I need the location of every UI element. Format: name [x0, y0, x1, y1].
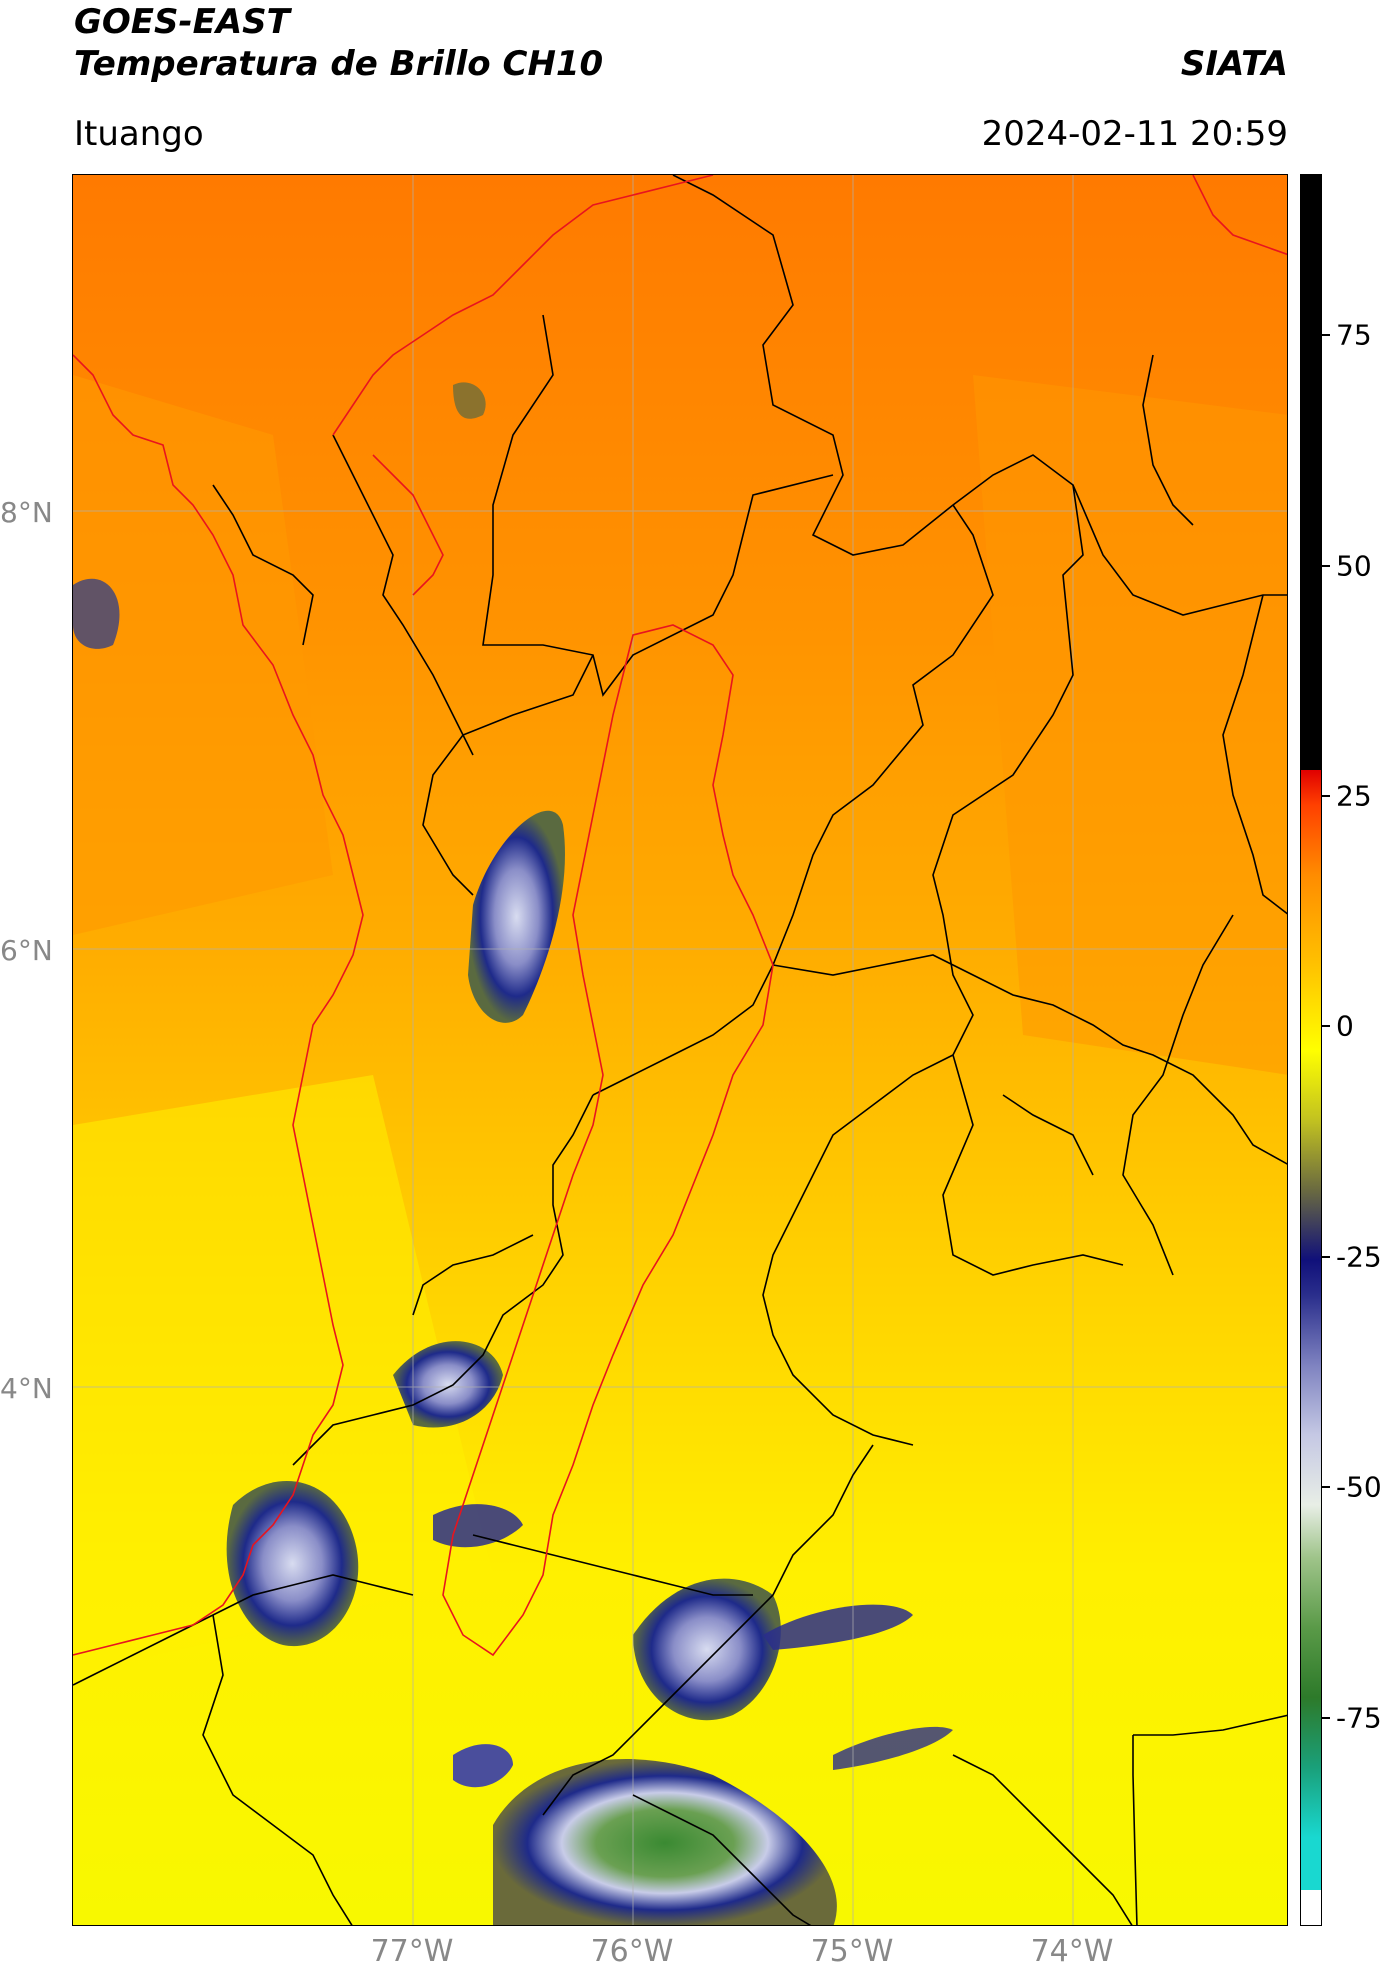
department-borders: [73, 175, 1287, 1925]
colorbar-label-neg50: -50: [1336, 1470, 1382, 1504]
temperature-colorbar: [1300, 174, 1322, 1926]
product-title: Temperatura de Brillo CH10: [74, 44, 604, 84]
colorbar-tick: [1322, 795, 1330, 797]
cloud-cell: [73, 578, 120, 649]
colorbar-tick: [1322, 334, 1330, 336]
satellite-map: [72, 174, 1288, 1926]
ituango-basin-outline: [442, 624, 774, 1657]
lon-label-74w: 74°W: [1030, 1934, 1114, 1969]
colorbar-tick: [1322, 1717, 1330, 1719]
cloud-cell: [763, 1604, 913, 1650]
colorbar-label-25: 25: [1336, 779, 1372, 813]
cloud-cell: [226, 1481, 359, 1647]
brightness-temperature-field: [73, 175, 1287, 1925]
cloud-cell: [633, 1578, 781, 1721]
colorbar-label-neg25: -25: [1336, 1240, 1382, 1274]
colorbar-tick: [1322, 565, 1330, 567]
cloud-cell: [833, 1726, 953, 1770]
cloud-cell: [493, 1759, 837, 1925]
colorbar-label-neg75: -75: [1336, 1701, 1382, 1735]
colorbar-label-0: 0: [1336, 1009, 1354, 1043]
graticule: [73, 175, 1287, 1925]
organization-label: SIATA: [1180, 44, 1288, 84]
lon-label-75w: 75°W: [810, 1934, 894, 1969]
colorbar-label-50: 50: [1336, 549, 1372, 583]
lat-label-8n: 8°N: [0, 496, 53, 529]
colorbar-tick: [1322, 1025, 1330, 1027]
cloud-cell: [453, 382, 486, 419]
lat-label-6n: 6°N: [0, 934, 53, 967]
region-label: Ituango: [74, 114, 204, 154]
cloud-cell: [453, 1744, 513, 1788]
datetime-label: 2024-02-11 20:59: [981, 114, 1288, 154]
coastline: [73, 175, 1287, 1656]
cloud-cell: [468, 810, 565, 1023]
colorbar-label-75: 75: [1336, 318, 1372, 352]
satellite-title: GOES-EAST: [74, 2, 290, 42]
colorbar-tick: [1322, 1486, 1330, 1488]
colorbar-tick: [1322, 1256, 1330, 1258]
cloud-cell: [433, 1504, 523, 1548]
lon-label-77w: 77°W: [370, 1934, 454, 1969]
lat-label-4n: 4°N: [0, 1372, 53, 1405]
lon-label-76w: 76°W: [590, 1934, 674, 1969]
